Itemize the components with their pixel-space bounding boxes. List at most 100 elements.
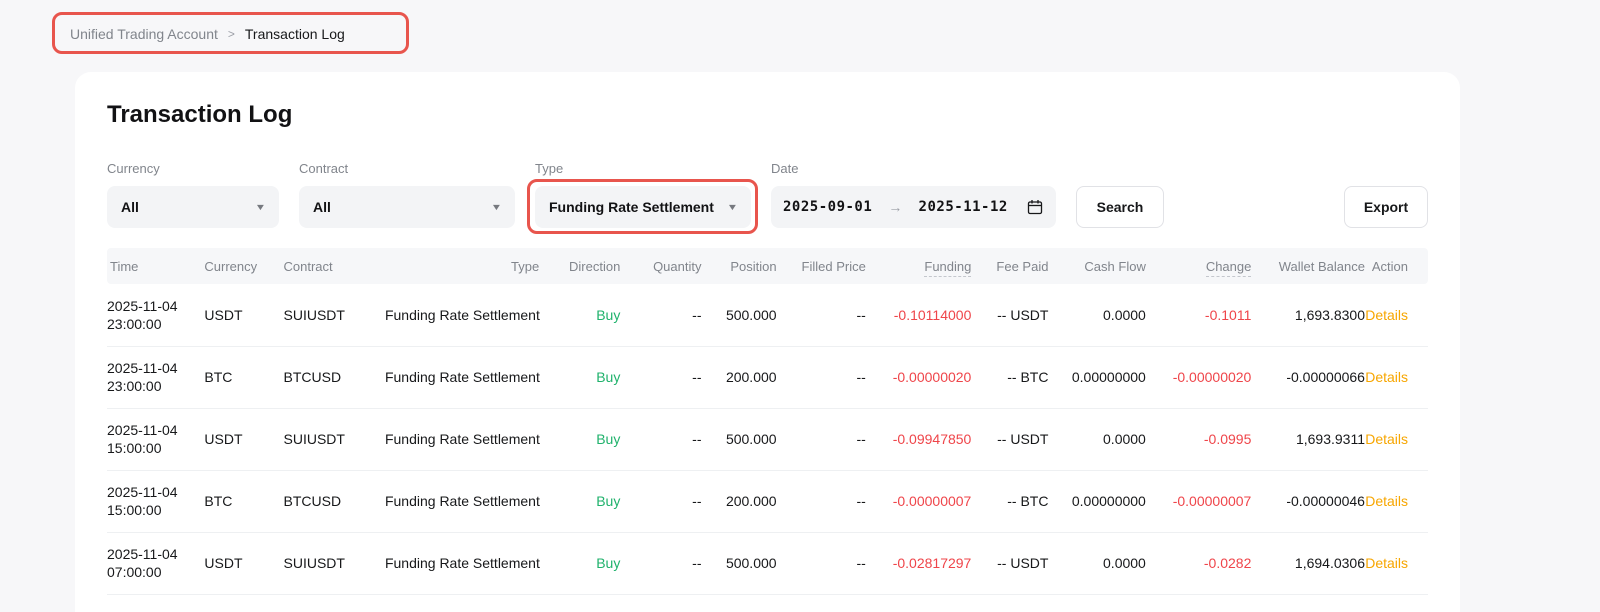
cell-filled-price: -- bbox=[776, 532, 866, 595]
cell-change: -0.0995 bbox=[1145, 408, 1252, 471]
cell-quantity: -- bbox=[620, 470, 702, 533]
cell-time: 2025-11-04 07:00:00 bbox=[107, 532, 205, 595]
contract-filter: Contract All ▼ bbox=[299, 160, 515, 228]
cell-time: 2025-11-04 15:00:00 bbox=[107, 470, 205, 533]
currency-select[interactable]: All ▼ bbox=[107, 186, 279, 228]
cell-wallet-balance: 1,693.9311 bbox=[1251, 408, 1365, 471]
cell-direction: Buy bbox=[539, 532, 621, 595]
cell-contract: SUIUSDT bbox=[283, 408, 385, 471]
details-link[interactable]: Details bbox=[1365, 431, 1408, 447]
cell-quantity: -- bbox=[620, 408, 702, 471]
cell-cash-flow: 0.0000 bbox=[1048, 532, 1146, 595]
cell-funding: -0.09947850 bbox=[865, 408, 972, 471]
breadcrumb-parent-link[interactable]: Unified Trading Account bbox=[70, 26, 218, 42]
calendar-icon[interactable] bbox=[1026, 198, 1044, 216]
cell-currency: USDT bbox=[204, 284, 284, 347]
currency-select-value: All bbox=[121, 199, 139, 215]
contract-select[interactable]: All ▼ bbox=[299, 186, 515, 228]
details-link[interactable]: Details bbox=[1365, 369, 1408, 385]
type-select-value: Funding Rate Settlement bbox=[549, 199, 714, 215]
arrow-right-icon: → bbox=[888, 199, 903, 215]
table-row: 2025-11-04 07:00:00 USDT SUIUSDT Funding … bbox=[107, 532, 1428, 595]
date-start-value[interactable]: 2025-09-01 bbox=[783, 199, 873, 215]
cell-fee-paid: -- BTC bbox=[971, 346, 1049, 409]
cell-time: 2025-11-04 23:00:00 bbox=[107, 284, 205, 347]
cell-action: Details bbox=[1364, 532, 1428, 595]
col-quantity: Quantity bbox=[620, 248, 702, 284]
export-button[interactable]: Export bbox=[1344, 186, 1428, 228]
col-fee-paid: Fee Paid bbox=[971, 248, 1049, 284]
date-range-picker[interactable]: 2025-09-01 → 2025-11-12 bbox=[771, 186, 1056, 228]
cell-contract: BTCUSD bbox=[283, 346, 385, 409]
cell-type: Funding Rate Settlement bbox=[384, 346, 540, 409]
breadcrumb: Unified Trading Account > Transaction Lo… bbox=[70, 25, 345, 43]
cell-position: 500.000 bbox=[701, 408, 777, 471]
cell-currency: USDT bbox=[204, 532, 284, 595]
details-link[interactable]: Details bbox=[1365, 555, 1408, 571]
chevron-down-icon: ▼ bbox=[490, 202, 503, 212]
col-funding[interactable]: Funding bbox=[865, 248, 972, 284]
search-button[interactable]: Search bbox=[1076, 186, 1164, 228]
col-currency: Currency bbox=[204, 248, 284, 284]
cell-currency: USDT bbox=[204, 408, 284, 471]
col-change[interactable]: Change bbox=[1145, 248, 1252, 284]
table-row: 2025-11-04 15:00:00 USDT SUIUSDT Funding … bbox=[107, 408, 1428, 471]
contract-filter-label: Contract bbox=[299, 161, 349, 176]
cell-change: -0.1011 bbox=[1145, 284, 1252, 347]
cell-cash-flow: 0.0000 bbox=[1048, 284, 1146, 347]
breadcrumb-current: Transaction Log bbox=[244, 26, 345, 42]
cell-quantity: -- bbox=[620, 284, 702, 347]
cell-change: -0.00000020 bbox=[1145, 346, 1252, 409]
cell-type: Funding Rate Settlement bbox=[384, 284, 540, 347]
cell-direction: Buy bbox=[539, 470, 621, 533]
type-select[interactable]: Funding Rate Settlement ▼ bbox=[535, 186, 751, 228]
cell-filled-price: -- bbox=[776, 470, 866, 533]
chevron-down-icon: ▼ bbox=[726, 202, 739, 212]
cell-fee-paid: -- BTC bbox=[971, 470, 1049, 533]
cell-quantity: -- bbox=[620, 532, 702, 595]
cell-fee-paid: -- USDT bbox=[971, 284, 1049, 347]
table-row: 2025-11-04 23:00:00 USDT SUIUSDT Funding … bbox=[107, 284, 1428, 347]
cell-position: 200.000 bbox=[701, 470, 777, 533]
contract-select-value: All bbox=[313, 199, 331, 215]
cell-type: Funding Rate Settlement bbox=[384, 470, 540, 533]
col-wallet-balance: Wallet Balance bbox=[1251, 248, 1365, 284]
date-end-value[interactable]: 2025-11-12 bbox=[918, 199, 1008, 215]
col-contract: Contract bbox=[283, 248, 385, 284]
col-filled-price: Filled Price bbox=[776, 248, 866, 284]
cell-position: 500.000 bbox=[701, 284, 777, 347]
col-time: Time bbox=[107, 248, 205, 284]
cell-type: Funding Rate Settlement bbox=[384, 532, 540, 595]
cell-fee-paid: -- USDT bbox=[971, 408, 1049, 471]
type-filter: Type Funding Rate Settlement ▼ bbox=[535, 160, 751, 228]
cell-filled-price: -- bbox=[776, 346, 866, 409]
cell-currency: BTC bbox=[204, 346, 284, 409]
details-link[interactable]: Details bbox=[1365, 493, 1408, 509]
page-title: Transaction Log bbox=[107, 101, 293, 128]
col-cash-flow: Cash Flow bbox=[1048, 248, 1146, 284]
cell-time: 2025-11-04 23:00:00 bbox=[107, 346, 205, 409]
date-filter: Date 2025-09-01 → 2025-11-12 bbox=[771, 160, 1056, 228]
details-link[interactable]: Details bbox=[1365, 306, 1408, 323]
table-row: 2025-11-04 23:00:00 BTC BTCUSD Funding Ra… bbox=[107, 346, 1428, 409]
cell-action: Details bbox=[1364, 284, 1428, 347]
currency-filter-label: Currency bbox=[107, 161, 160, 176]
cell-contract: BTCUSD bbox=[283, 470, 385, 533]
cell-filled-price: -- bbox=[776, 284, 866, 347]
cell-action: Details bbox=[1364, 408, 1428, 471]
cell-funding: -0.00000007 bbox=[865, 470, 972, 533]
col-action: Action bbox=[1364, 248, 1428, 284]
cell-wallet-balance: 1,693.8300 bbox=[1251, 284, 1365, 347]
transaction-table: Time Currency Contract Type Direction Qu… bbox=[107, 248, 1428, 595]
cell-change: -0.00000007 bbox=[1145, 470, 1252, 533]
cell-contract: SUIUSDT bbox=[283, 532, 385, 595]
cell-cash-flow: 0.00000000 bbox=[1048, 346, 1146, 409]
transaction-log-card: Transaction Log Currency All ▼ Contract … bbox=[75, 72, 1460, 612]
chevron-down-icon: ▼ bbox=[254, 202, 267, 212]
cell-wallet-balance: -0.00000066 bbox=[1251, 346, 1365, 409]
cell-direction: Buy bbox=[539, 346, 621, 409]
cell-wallet-balance: -0.00000046 bbox=[1251, 470, 1365, 533]
cell-position: 500.000 bbox=[701, 532, 777, 595]
cell-type: Funding Rate Settlement bbox=[384, 408, 540, 471]
